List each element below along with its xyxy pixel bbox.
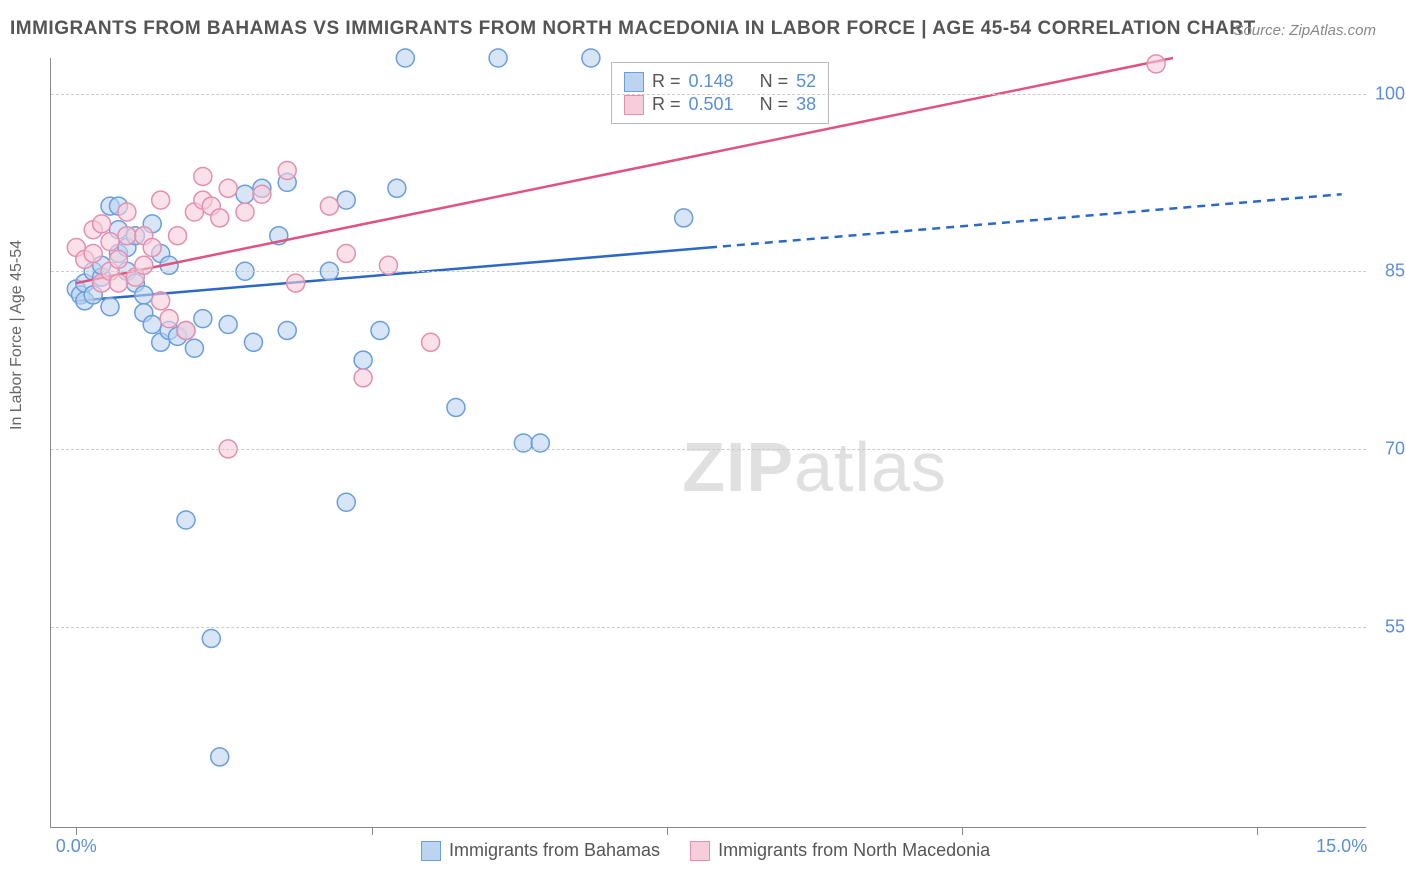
legend-row: R = 0.501 N = 38 (624, 94, 816, 115)
data-point (278, 321, 296, 339)
x-tick (372, 827, 373, 835)
data-point (388, 179, 406, 197)
gridline (51, 271, 1366, 272)
data-point (320, 197, 338, 215)
data-point (84, 244, 102, 262)
r-value: 0.148 (689, 71, 734, 92)
r-label: R = (652, 71, 681, 92)
data-point (118, 203, 136, 221)
data-point (101, 233, 119, 251)
y-tick-label: 55.0% (1385, 616, 1406, 637)
data-point (354, 369, 372, 387)
data-point (160, 310, 178, 328)
n-label: N = (760, 94, 789, 115)
chart-container: IMMIGRANTS FROM BAHAMAS VS IMMIGRANTS FR… (0, 0, 1406, 892)
legend-label: Immigrants from Bahamas (449, 840, 660, 861)
legend-label: Immigrants from North Macedonia (718, 840, 990, 861)
y-tick-label: 100.0% (1375, 83, 1406, 104)
data-point (337, 493, 355, 511)
x-tick (667, 827, 668, 835)
chart-title: IMMIGRANTS FROM BAHAMAS VS IMMIGRANTS FR… (10, 18, 1256, 40)
data-point (143, 239, 161, 257)
data-point (143, 316, 161, 334)
data-point (244, 333, 262, 351)
y-axis-label: In Labor Force | Age 45-54 (8, 240, 26, 430)
data-point (253, 185, 271, 203)
data-point (354, 351, 372, 369)
data-point (219, 316, 237, 334)
data-point (447, 398, 465, 416)
r-label: R = (652, 94, 681, 115)
n-value: 52 (796, 71, 816, 92)
plot-area: ZIPatlas R = 0.148 N = 52 R = 0.501 N = … (50, 58, 1366, 828)
data-point (489, 49, 507, 67)
chart-svg (51, 58, 1366, 827)
swatch-icon (624, 72, 644, 92)
swatch-icon (690, 841, 710, 861)
data-point (93, 215, 111, 233)
data-point (396, 49, 414, 67)
data-point (194, 167, 212, 185)
gridline (51, 449, 1366, 450)
data-point (219, 179, 237, 197)
swatch-icon (421, 841, 441, 861)
legend-row: R = 0.148 N = 52 (624, 71, 816, 92)
series-legend: Immigrants from Bahamas Immigrants from … (421, 840, 990, 861)
data-point (135, 286, 153, 304)
data-point (152, 292, 170, 310)
data-point (371, 321, 389, 339)
data-point (152, 191, 170, 209)
data-point (278, 162, 296, 180)
y-tick-label: 70.0% (1385, 438, 1406, 459)
data-point (236, 203, 254, 221)
data-point (211, 209, 229, 227)
data-point (202, 629, 220, 647)
data-point (177, 321, 195, 339)
data-point (101, 298, 119, 316)
x-tick (1257, 827, 1258, 835)
swatch-icon (624, 95, 644, 115)
n-label: N = (760, 71, 789, 92)
data-point (337, 191, 355, 209)
data-point (582, 49, 600, 67)
x-tick-label: 15.0% (1316, 836, 1367, 857)
x-tick (76, 827, 77, 835)
data-point (109, 250, 127, 268)
data-point (177, 511, 195, 529)
data-point (169, 227, 187, 245)
n-value: 38 (796, 94, 816, 115)
source-attribution: Source: ZipAtlas.com (1233, 22, 1376, 39)
data-point (1147, 55, 1165, 73)
y-tick-label: 85.0% (1385, 261, 1406, 282)
data-point (675, 209, 693, 227)
data-point (211, 748, 229, 766)
data-point (118, 227, 136, 245)
data-point (287, 274, 305, 292)
data-point (185, 339, 203, 357)
data-point (422, 333, 440, 351)
x-tick (962, 827, 963, 835)
data-point (194, 310, 212, 328)
trend-line-extrapolated (709, 194, 1342, 247)
x-tick-label: 0.0% (56, 836, 97, 857)
gridline (51, 627, 1366, 628)
r-value: 0.501 (689, 94, 734, 115)
legend-item: Immigrants from Bahamas (421, 840, 660, 861)
legend-item: Immigrants from North Macedonia (690, 840, 990, 861)
data-point (337, 244, 355, 262)
data-point (109, 274, 127, 292)
gridline (51, 94, 1366, 95)
data-point (236, 185, 254, 203)
